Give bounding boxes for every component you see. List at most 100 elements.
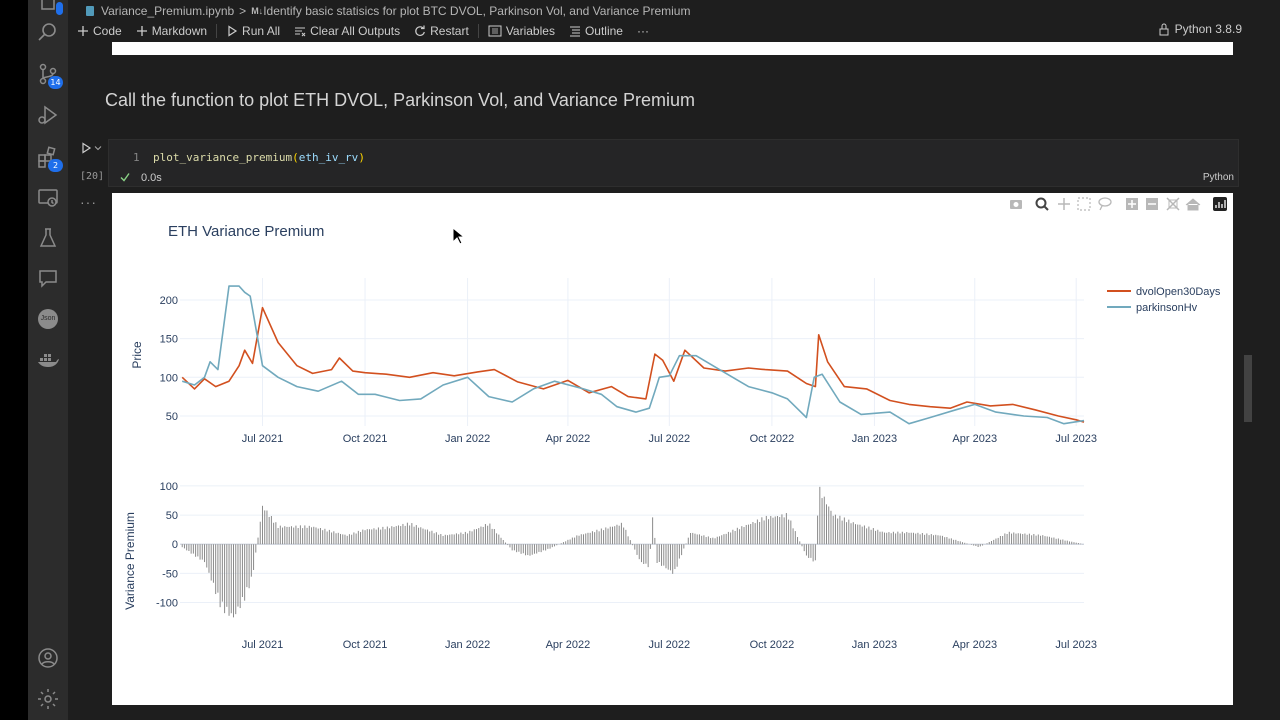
json-icon[interactable]: Json [36,307,60,331]
cell-language[interactable]: Python [1202,172,1234,183]
markdown-heading: Call the function to plot ETH DVOL, Park… [105,90,695,110]
pan-icon[interactable] [1058,198,1070,210]
search-icon[interactable] [36,20,60,44]
kernel-picker[interactable]: Python 3.8.9 [1158,22,1242,36]
output-more-button[interactable]: ··· [80,194,97,210]
y-tick-label: 100 [160,372,178,384]
outline-label: Outline [584,24,623,38]
zoom-icon[interactable] [1035,197,1049,211]
x-tick-label: Oct 2022 [750,639,795,651]
comments-icon[interactable] [36,266,60,290]
plus-icon [136,26,147,36]
axis-ticks: 50 100 150 200 -100 -50 0 50 100 Jul 2021 Jul 2021… [156,295,1097,651]
variance-premium-bars [181,486,1084,618]
variables-icon [488,25,502,37]
legend-label-parkinson[interactable]: parkinsonHv [1136,302,1198,314]
zoom-out-icon[interactable] [1146,198,1158,210]
clear-all-outputs-button[interactable]: Clear All Outputs [287,24,407,38]
top-chart-grid [180,278,1084,426]
code-line[interactable]: plot_variance_premium(eth_iv_rv) [153,151,365,164]
chevron-down-icon[interactable] [94,144,102,152]
y-tick-label: 100 [160,481,178,493]
code-cell[interactable]: 1 plot_variance_premium(eth_iv_rv) 0.0s … [108,139,1239,187]
x-tick-label: Jul 2022 [649,433,691,445]
plotly-chart[interactable]: ETH Variance Premium Price Variance Prem… [112,193,1233,705]
zoom-in-icon[interactable] [1126,198,1138,210]
source-control-badge: 14 [48,76,63,89]
run-cell-icon[interactable] [80,142,92,154]
x-tick-label: Apr 2023 [952,433,997,445]
json-label: Json [38,309,58,329]
outline-button[interactable]: Outline [562,24,630,38]
x-tick-label: Jul 2023 [1055,639,1097,651]
run-debug-icon[interactable] [36,103,60,127]
toolbar-divider [477,24,479,38]
docker-icon[interactable] [36,348,60,372]
y-axis-label-price: Price [130,341,144,369]
activity-bar: 14 2 Json [28,0,68,720]
breadcrumb-separator: > [239,4,247,18]
restart-icon [415,25,426,36]
remote-explorer-icon[interactable] [36,186,60,210]
reset-axes-icon[interactable] [1185,198,1201,211]
play-icon [228,25,238,37]
notebook-toolbar: Code Markdown Run All Clear All Outputs … [70,22,1260,40]
x-tick-label: Jan 2023 [852,639,897,651]
box-select-icon[interactable] [1077,197,1091,211]
extensions-badge: 2 [48,159,63,172]
clear-outputs-icon [295,27,306,37]
plotly-modebar [1010,197,1227,211]
variables-button[interactable]: Variables [481,24,562,38]
add-markdown-label: Markdown [151,24,208,38]
chart-title: ETH Variance Premium [168,223,324,240]
y-tick-label: 200 [160,295,178,307]
y-tick-label: 0 [172,539,178,551]
x-tick-label: Apr 2023 [952,639,997,651]
extensions-icon[interactable]: 2 [36,145,63,172]
x-tick-label: Jul 2022 [649,639,691,651]
x-tick-label: Oct 2021 [343,639,388,651]
x-tick-label: Jul 2021 [242,433,284,445]
testing-icon[interactable] [36,226,60,250]
run-all-label: Run All [242,24,281,38]
restart-label: Restart [430,24,469,38]
variables-label: Variables [505,24,555,38]
editor-scrollbar[interactable] [1244,355,1252,422]
add-markdown-cell-button[interactable]: Markdown [129,24,214,38]
execution-count: [20] [80,171,105,182]
y-tick-label: 50 [166,411,178,423]
x-tick-label: Jul 2021 [242,639,284,651]
markdown-cell-tag: M↓ [251,6,264,16]
plotly-logo-icon[interactable] [1213,197,1227,211]
mouse-cursor-icon [452,227,464,245]
more-actions-button[interactable]: ··· [636,24,649,38]
restart-button[interactable]: Restart [407,24,476,38]
settings-gear-icon[interactable] [36,687,60,711]
legend-label-dvol[interactable]: dvolOpen30Days [1136,286,1221,298]
x-tick-label: Jan 2023 [852,433,897,445]
notebook-file-icon [86,6,94,16]
x-tick-label: Apr 2022 [546,433,591,445]
parkinson-line [181,285,1085,425]
add-code-cell-button[interactable]: Code [70,24,129,38]
code-function: plot_variance_premium [153,151,293,164]
account-icon[interactable] [36,646,60,670]
explorer-icon[interactable] [36,0,63,15]
autoscale-icon[interactable] [1166,197,1180,211]
y-tick-label: 150 [160,334,178,346]
run-all-button[interactable]: Run All [219,24,287,38]
code-argument: eth_iv_rv [298,151,359,164]
legend[interactable]: dvolOpen30Days parkinsonHv [1107,286,1221,314]
dvol-line [181,306,1085,423]
clear-outputs-label: Clear All Outputs [310,24,401,38]
camera-icon[interactable] [1010,200,1022,209]
breadcrumb-cell[interactable]: Identify basic statisics for plot BTC DV… [263,4,691,18]
success-check-icon [120,173,130,182]
toolbar-divider [216,24,218,38]
y-tick-label: -100 [156,598,178,610]
y-tick-label: -50 [162,568,178,580]
lasso-select-icon[interactable] [1098,197,1112,211]
source-control-icon[interactable]: 14 [36,62,63,89]
breadcrumb-file[interactable]: Variance_Premium.ipynb [101,4,235,18]
add-code-label: Code [93,24,122,38]
